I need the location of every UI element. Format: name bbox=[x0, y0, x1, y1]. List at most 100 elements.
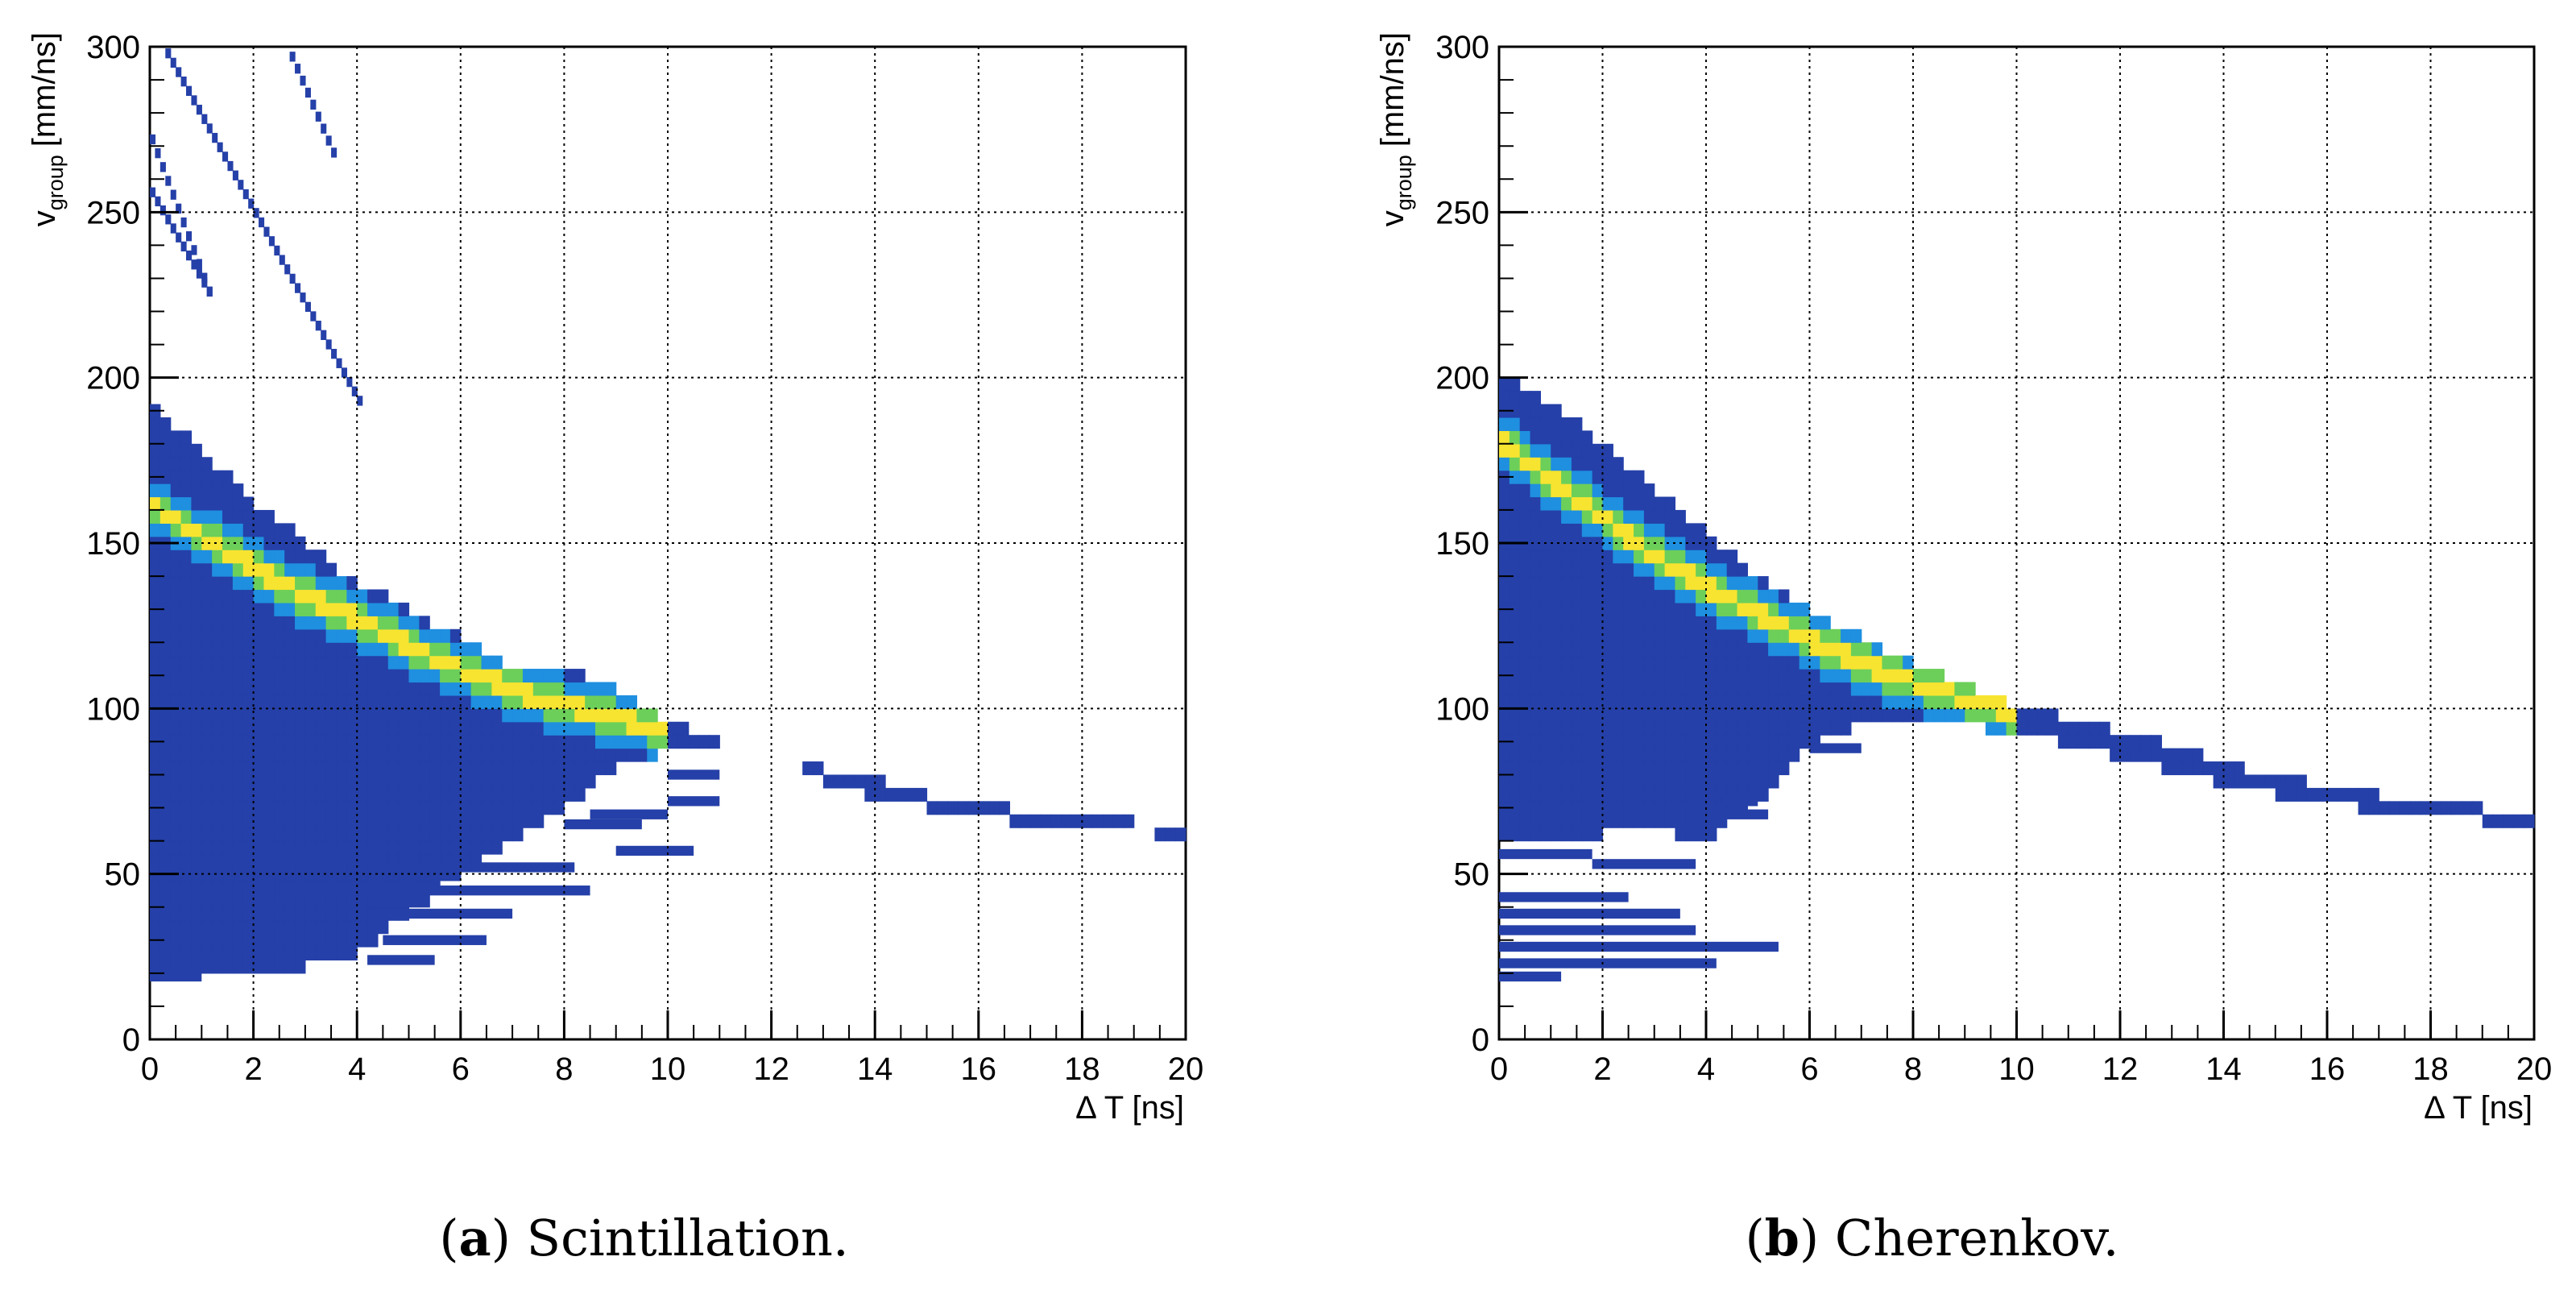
heatmap-bin bbox=[242, 933, 255, 948]
heatmap-bin bbox=[1716, 748, 1728, 762]
heatmap-bin bbox=[1664, 562, 1676, 577]
heatmap-bin bbox=[170, 920, 182, 935]
heatmap-bin bbox=[180, 867, 193, 881]
heatmap-bin bbox=[1913, 682, 1924, 696]
heatmap-bin bbox=[1519, 814, 1531, 828]
heatmap-bin bbox=[2420, 801, 2432, 815]
heatmap-bin bbox=[180, 576, 193, 591]
heatmap-bin bbox=[1519, 602, 1531, 616]
heatmap-bin bbox=[2399, 801, 2411, 815]
heatmap-bin bbox=[304, 655, 317, 670]
heatmap-bin bbox=[1830, 628, 1841, 643]
heatmap-bin bbox=[201, 774, 213, 789]
heatmap-bin bbox=[315, 761, 327, 776]
x-tick-label: 12 bbox=[753, 1051, 789, 1087]
heatmap-bin bbox=[470, 774, 482, 789]
heatmap-bin bbox=[1561, 616, 1572, 630]
heatmap-bin bbox=[2048, 708, 2059, 723]
heatmap-bin bbox=[1571, 642, 1583, 657]
heatmap-bin bbox=[2275, 787, 2287, 802]
heatmap-bin bbox=[605, 735, 617, 749]
heatmap-bin bbox=[1530, 443, 1541, 458]
heatmap-bin bbox=[1758, 708, 1769, 723]
heatmap-bin bbox=[325, 761, 338, 776]
heatmap-bin bbox=[1768, 669, 1779, 683]
heatmap-bin bbox=[232, 695, 244, 709]
heatmap-bin bbox=[170, 589, 182, 603]
heatmap-bin bbox=[263, 602, 275, 616]
heatmap-bin bbox=[1675, 695, 1686, 709]
heatmap-bin bbox=[159, 682, 172, 696]
heatmap-bin bbox=[1747, 774, 1758, 789]
heatmap-bin bbox=[813, 761, 824, 776]
heatmap-bin bbox=[232, 947, 244, 961]
heatmap-bin bbox=[180, 628, 193, 643]
heatmap-bin bbox=[387, 814, 400, 828]
heatmap-bin bbox=[843, 774, 855, 789]
heatmap-bin bbox=[263, 682, 275, 696]
heatmap-band-bin bbox=[304, 301, 311, 313]
heatmap-bin bbox=[346, 787, 358, 802]
heatmap-bin bbox=[1540, 483, 1551, 498]
heatmap-bin bbox=[253, 628, 265, 643]
heatmap-bin bbox=[1634, 721, 1645, 736]
heatmap-bin bbox=[367, 774, 379, 789]
heatmap-bin bbox=[2120, 748, 2131, 762]
heatmap-bin bbox=[1747, 576, 1758, 591]
heatmap-bin bbox=[1716, 589, 1728, 603]
heatmap-bin bbox=[1623, 682, 1634, 696]
heatmap-bin bbox=[864, 787, 876, 802]
heatmap-bin bbox=[159, 417, 172, 431]
heatmap-bin bbox=[1871, 655, 1883, 670]
heatmap-bin bbox=[232, 827, 244, 842]
heatmap-bin bbox=[615, 735, 627, 749]
heatmap-bin bbox=[1861, 682, 1873, 696]
heatmap-bin bbox=[191, 894, 202, 908]
heatmap-bin bbox=[419, 642, 430, 657]
heatmap-bin bbox=[1758, 735, 1769, 749]
heatmap-bin bbox=[1768, 761, 1779, 776]
heatmap-bin bbox=[295, 906, 306, 921]
heatmap-bin bbox=[159, 960, 172, 974]
heatmap-bin bbox=[191, 616, 202, 630]
heatmap-bin bbox=[377, 761, 389, 776]
heatmap-bin bbox=[1820, 642, 1831, 657]
heatmap-bin bbox=[1623, 628, 1634, 643]
heatmap-bin bbox=[222, 814, 234, 828]
heatmap-bin bbox=[1747, 642, 1758, 657]
heatmap-bin bbox=[2161, 748, 2172, 762]
heatmap-bin bbox=[304, 840, 317, 855]
heatmap-bin bbox=[336, 947, 347, 961]
heatmap-bin bbox=[408, 655, 420, 670]
heatmap-bin bbox=[1747, 761, 1758, 776]
heatmap-bin bbox=[295, 655, 306, 670]
heatmap-bin bbox=[2192, 748, 2204, 762]
heatmap-bin bbox=[180, 550, 193, 564]
heatmap-bin bbox=[315, 735, 327, 749]
heatmap-bin bbox=[1654, 748, 1666, 762]
heatmap-bin bbox=[1634, 496, 1645, 511]
heatmap-bin bbox=[295, 576, 306, 591]
heatmap-bin bbox=[191, 708, 202, 723]
heatmap-bin bbox=[585, 761, 596, 776]
heatmap-bin bbox=[1643, 735, 1655, 749]
heatmap-bin bbox=[1613, 550, 1624, 564]
heatmap-bin bbox=[564, 669, 575, 683]
heatmap-bin bbox=[325, 695, 338, 709]
heatmap-bin bbox=[1933, 695, 1945, 709]
heatmap-bin bbox=[242, 695, 255, 709]
heatmap-bin bbox=[1499, 642, 1510, 657]
heatmap-bin bbox=[295, 840, 306, 855]
heatmap-bin bbox=[1561, 430, 1572, 445]
heatmap-bin bbox=[201, 920, 213, 935]
heatmap-bin bbox=[1654, 628, 1666, 643]
heatmap-bin bbox=[170, 523, 182, 537]
heatmap-bin bbox=[1509, 470, 1521, 484]
heatmap-bin bbox=[1509, 457, 1521, 471]
heatmap-bin bbox=[315, 589, 327, 603]
heatmap-bin bbox=[594, 721, 607, 736]
heatmap-bin bbox=[1551, 655, 1562, 670]
heatmap-bin bbox=[1571, 721, 1583, 736]
heatmap-band-bin bbox=[284, 264, 291, 275]
heatmap-bin bbox=[1820, 682, 1831, 696]
